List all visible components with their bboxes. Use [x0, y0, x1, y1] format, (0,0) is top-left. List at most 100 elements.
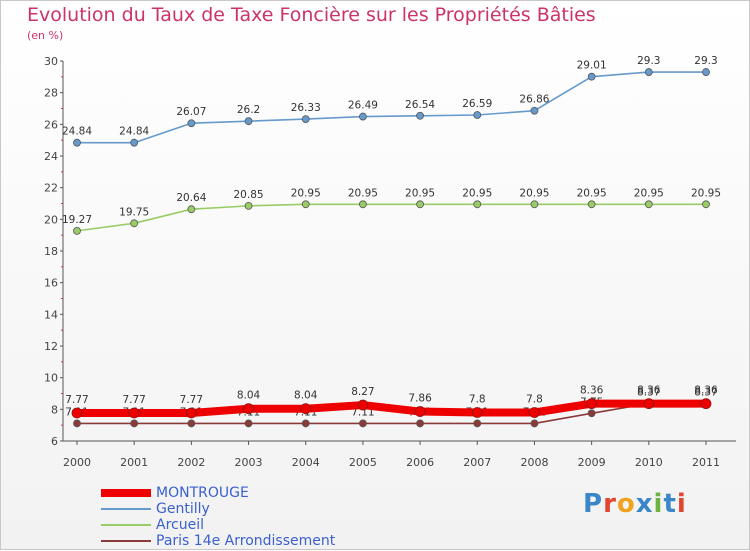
- data-point: [473, 419, 482, 428]
- data-label: 29.3: [694, 55, 717, 67]
- y-tick-label: 12: [44, 340, 58, 353]
- data-point: [130, 219, 139, 228]
- series-line: [77, 71, 706, 144]
- x-tick-label: 2009: [578, 456, 606, 469]
- data-label: 8.04: [237, 390, 261, 402]
- data-point: [702, 200, 710, 209]
- data-label: 8.37: [637, 386, 660, 398]
- data-point: [359, 112, 367, 121]
- data-label: 24.84: [62, 126, 92, 138]
- data-label: 20.64: [176, 192, 206, 204]
- data-point: [243, 403, 254, 415]
- logo-letter: t: [663, 489, 677, 519]
- data-point: [357, 399, 369, 411]
- x-tick-label: 2005: [349, 456, 377, 469]
- data-label: 20.95: [462, 187, 492, 199]
- data-label: 7.86: [408, 393, 432, 405]
- data-point: [473, 111, 482, 119]
- chart-title: Evolution du Taux de Taxe Foncière sur l…: [27, 4, 596, 26]
- data-label: 20.95: [519, 187, 549, 199]
- data-label: 26.54: [405, 99, 435, 111]
- y-tick-label: 24: [44, 150, 58, 163]
- data-label: 19.75: [119, 206, 149, 218]
- data-point: [416, 200, 424, 209]
- legend-item: Arcueil: [101, 517, 401, 533]
- data-label: 20.95: [405, 187, 435, 199]
- data-label: 26.2: [237, 104, 260, 116]
- data-point: [587, 200, 596, 209]
- legend-label: Arcueil: [156, 517, 204, 533]
- data-point: [586, 398, 598, 410]
- data-point: [187, 205, 196, 214]
- data-label: 26.33: [291, 102, 321, 114]
- series-line: [77, 402, 706, 425]
- data-label: 8.36: [637, 385, 661, 397]
- data-point: [130, 138, 139, 147]
- logo-letter: o: [616, 489, 636, 519]
- legend-swatch: [101, 524, 151, 526]
- logo-letter: P: [583, 489, 604, 519]
- data-label: 29.3: [637, 55, 660, 67]
- data-point: [73, 226, 81, 235]
- y-tick-label: 18: [44, 245, 58, 258]
- data-label: 7.77: [122, 394, 145, 406]
- logo-letter: i: [653, 489, 664, 519]
- data-label: 24.84: [119, 126, 149, 138]
- data-point: [187, 119, 196, 128]
- chart-unit-label: (en %): [27, 29, 64, 42]
- data-label: 26.59: [462, 98, 492, 110]
- data-label: 20.95: [348, 187, 378, 199]
- data-point: [300, 403, 312, 415]
- y-tick-label: 6: [51, 435, 58, 448]
- x-tick-label: 2001: [120, 456, 148, 469]
- data-label: 8.04: [294, 390, 318, 402]
- data-point: [529, 407, 540, 418]
- data-label: 20.95: [691, 187, 721, 199]
- data-point: [414, 406, 426, 417]
- legend-label: Paris 14e Arrondissement: [156, 533, 336, 549]
- data-point: [530, 106, 539, 115]
- data-point: [700, 398, 712, 410]
- data-point: [244, 419, 253, 428]
- data-point: [359, 419, 367, 428]
- legend-item: Gentilly: [101, 501, 401, 517]
- legend-swatch: [101, 508, 151, 510]
- legend-item: Paris 14e Arrondissement: [101, 533, 401, 549]
- x-tick-label: 2003: [235, 456, 263, 469]
- data-point: [587, 409, 596, 418]
- data-point: [530, 419, 539, 428]
- y-tick-label: 30: [44, 55, 58, 68]
- y-tick-label: 14: [44, 308, 58, 321]
- data-label: 7.77: [180, 394, 203, 406]
- legend-item: MONTROUGE: [101, 485, 401, 501]
- x-tick-label: 2010: [635, 456, 663, 469]
- x-tick-label: 2008: [520, 456, 548, 469]
- data-label: 8.27: [351, 386, 374, 398]
- data-point: [71, 407, 83, 419]
- data-point: [473, 200, 482, 209]
- data-point: [644, 68, 653, 76]
- data-point: [643, 398, 655, 410]
- logo-letter: r: [603, 489, 617, 519]
- data-label: 29.01: [577, 60, 607, 72]
- series-line: [77, 399, 706, 417]
- y-tick-label: 28: [44, 87, 58, 100]
- y-tick-label: 10: [44, 372, 58, 385]
- data-label: 26.49: [348, 100, 378, 112]
- logo-letter: i: [676, 489, 687, 519]
- x-tick-label: 2011: [692, 456, 720, 469]
- data-point: [244, 201, 253, 210]
- data-point: [359, 200, 367, 209]
- data-label: 19.27: [62, 214, 92, 226]
- legend-label: Gentilly: [156, 501, 210, 517]
- data-point: [301, 200, 310, 209]
- x-tick-label: 2007: [463, 456, 491, 469]
- data-point: [244, 117, 253, 126]
- legend-label: MONTROUGE: [156, 485, 249, 501]
- data-label: 8.37: [694, 386, 717, 398]
- data-point: [130, 419, 139, 428]
- data-label: 8.36: [580, 385, 604, 397]
- data-label: 20.85: [234, 189, 264, 201]
